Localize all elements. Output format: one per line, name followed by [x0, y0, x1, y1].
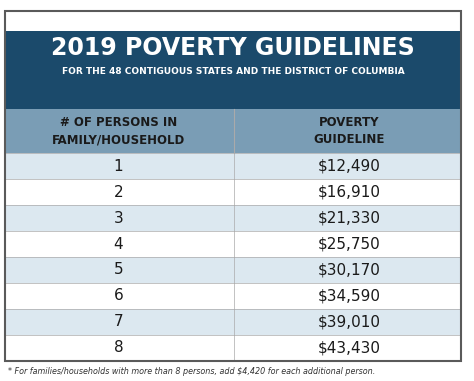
Text: $25,750: $25,750	[318, 237, 381, 251]
Text: * For families/households with more than 8 persons, add $4,420 for each addition: * For families/households with more than…	[8, 367, 375, 376]
FancyBboxPatch shape	[5, 309, 461, 335]
Text: 4: 4	[114, 237, 123, 251]
Text: 2019 POVERTY GUIDELINES: 2019 POVERTY GUIDELINES	[51, 36, 415, 60]
Text: 3: 3	[114, 210, 123, 226]
Text: 5: 5	[114, 263, 123, 277]
Text: FOR THE 48 CONTIGUOUS STATES AND THE DISTRICT OF COLUMBIA: FOR THE 48 CONTIGUOUS STATES AND THE DIS…	[62, 67, 404, 75]
FancyBboxPatch shape	[5, 231, 461, 257]
FancyBboxPatch shape	[5, 31, 461, 111]
Text: $34,590: $34,590	[318, 288, 381, 304]
Text: POVERTY
GUIDELINE: POVERTY GUIDELINE	[314, 116, 385, 146]
Text: $30,170: $30,170	[318, 263, 381, 277]
Text: 2: 2	[114, 184, 123, 200]
Text: # OF PERSONS IN
FAMILY/HOUSEHOLD: # OF PERSONS IN FAMILY/HOUSEHOLD	[52, 116, 185, 146]
Text: 6: 6	[114, 288, 123, 304]
FancyBboxPatch shape	[5, 257, 461, 283]
FancyBboxPatch shape	[5, 109, 461, 153]
Text: $16,910: $16,910	[318, 184, 381, 200]
Text: $21,330: $21,330	[318, 210, 381, 226]
FancyBboxPatch shape	[5, 283, 461, 309]
Text: $12,490: $12,490	[318, 158, 381, 173]
FancyBboxPatch shape	[5, 205, 461, 231]
Text: $43,430: $43,430	[318, 341, 381, 355]
Text: 8: 8	[114, 341, 123, 355]
Text: $39,010: $39,010	[318, 314, 381, 330]
FancyBboxPatch shape	[5, 335, 461, 361]
Text: 7: 7	[114, 314, 123, 330]
FancyBboxPatch shape	[5, 179, 461, 205]
Text: 1: 1	[114, 158, 123, 173]
FancyBboxPatch shape	[5, 153, 461, 179]
